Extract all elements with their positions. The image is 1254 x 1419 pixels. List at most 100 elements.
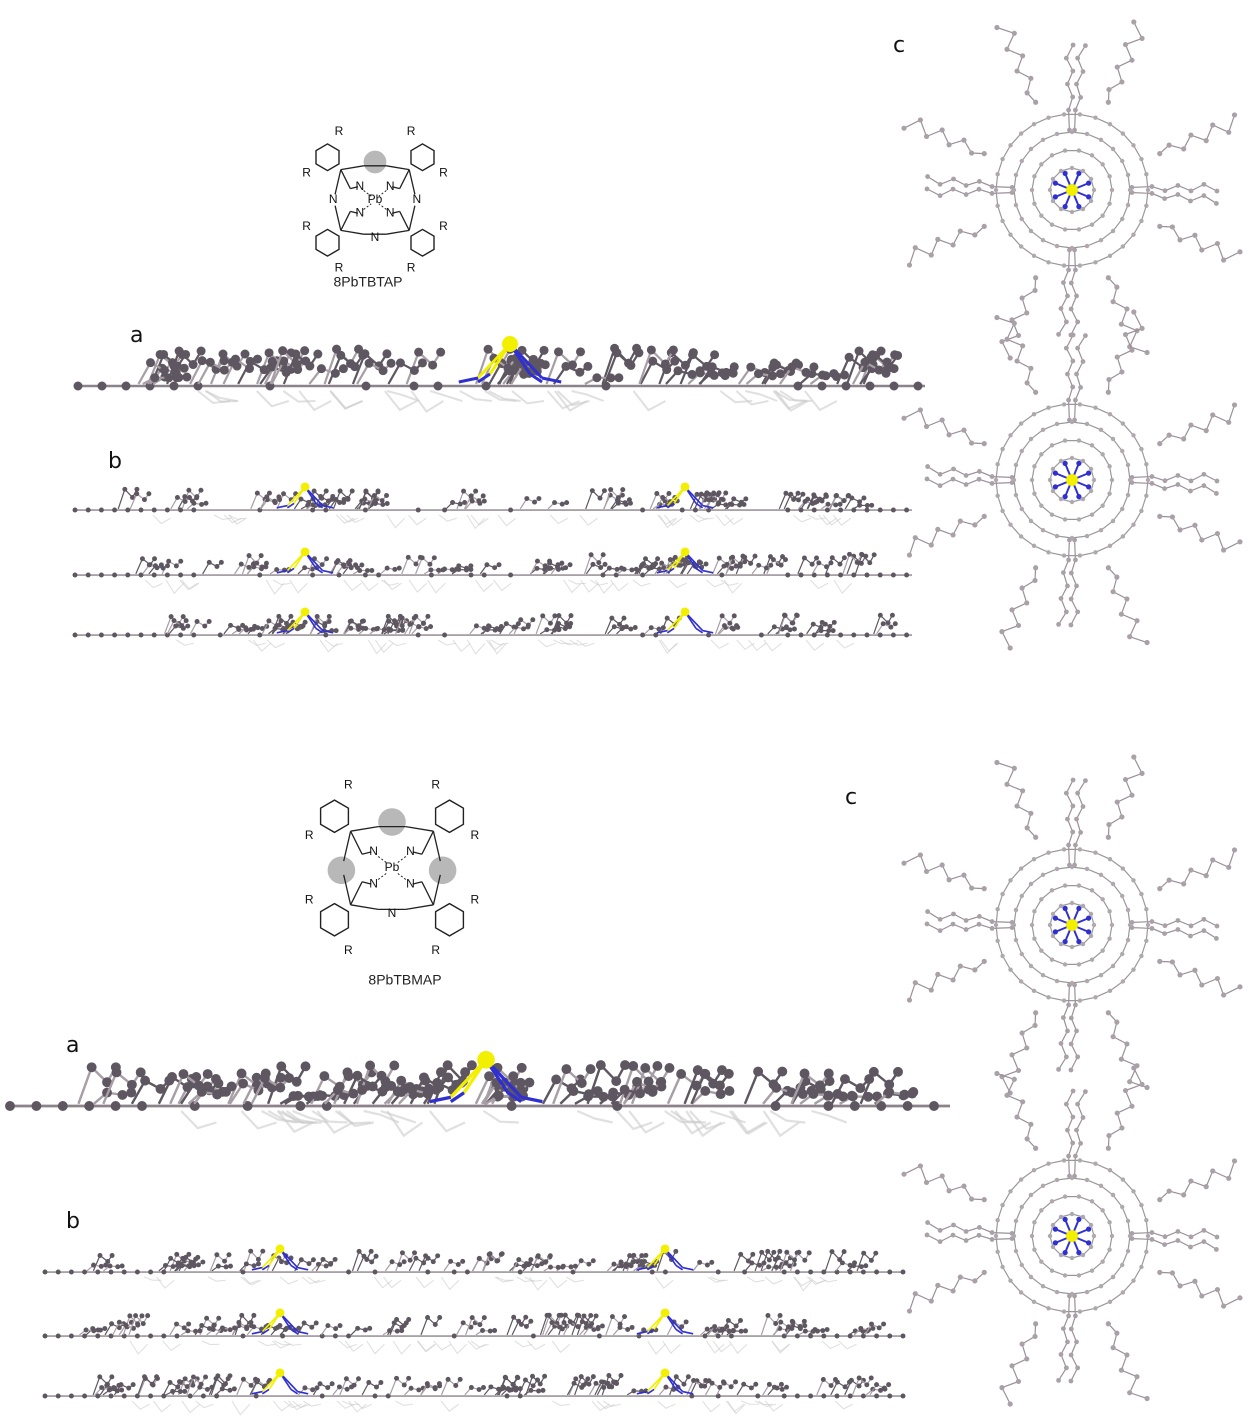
atom: [995, 204, 999, 208]
atom: [814, 555, 819, 560]
atom: [524, 1324, 529, 1329]
atom: [851, 633, 856, 638]
atom: [972, 1278, 977, 1283]
atom: [1070, 981, 1074, 985]
atom: [1124, 1352, 1129, 1357]
atom: [1170, 514, 1175, 519]
atom: [1157, 886, 1162, 891]
atom: [709, 1260, 714, 1265]
atom: [1144, 462, 1148, 466]
atom: [838, 502, 843, 507]
atom: [315, 1385, 320, 1390]
atom: [487, 1252, 492, 1257]
atom: [1008, 967, 1012, 971]
figure: a b c 8PbTBTAP a b c 8PbTBMAP RRRRRRRRNN…: [0, 0, 1254, 1419]
atom: [421, 1260, 426, 1265]
atom: [1065, 372, 1070, 377]
atom: [1070, 246, 1074, 250]
atom: [256, 1261, 261, 1266]
atom: [254, 1394, 259, 1399]
atom: [1050, 222, 1054, 226]
atom: [938, 1228, 943, 1233]
atom: [1059, 207, 1063, 211]
nitrogen-atom: [1086, 929, 1091, 934]
atom: [925, 909, 930, 914]
atom: [1019, 1177, 1023, 1181]
atom: [1176, 183, 1181, 188]
atom: [771, 557, 776, 562]
atom: [1093, 995, 1097, 999]
atom: [99, 508, 104, 513]
atom: [1059, 459, 1063, 463]
atom: [702, 362, 711, 371]
atom: [216, 1316, 221, 1321]
atom: [214, 1252, 219, 1257]
atom: [212, 1090, 222, 1100]
atom: [1090, 153, 1094, 157]
atom: [152, 556, 157, 561]
atom: [379, 366, 388, 375]
atom: [1157, 1197, 1162, 1202]
atom: [150, 1382, 155, 1387]
atom: [1051, 1223, 1055, 1227]
atom: [717, 1065, 727, 1075]
atom: [246, 357, 255, 366]
atom: [1215, 241, 1220, 246]
atom: [1150, 474, 1155, 479]
atom: [497, 562, 502, 567]
atom: [1093, 1162, 1097, 1166]
atom: [1100, 1208, 1104, 1212]
atom: [1111, 882, 1115, 886]
atom: [719, 573, 724, 578]
atom: [1188, 867, 1193, 872]
atom: [1108, 857, 1112, 861]
atom: [1014, 1219, 1018, 1223]
atom: [1008, 143, 1012, 147]
atom: [759, 1250, 764, 1255]
atom: [1020, 1030, 1025, 1035]
atom: [1033, 565, 1038, 570]
atom: [835, 1380, 840, 1385]
atom: [961, 1184, 966, 1189]
atom: [1144, 172, 1148, 176]
atom: [1050, 1199, 1054, 1203]
atom: [1051, 489, 1055, 493]
atom: [1064, 791, 1069, 796]
atom: [865, 573, 870, 578]
atom: [1062, 847, 1066, 851]
atom: [424, 626, 429, 631]
atom: [586, 1262, 591, 1267]
meso-nitrogen-label: N: [412, 192, 421, 206]
atom: [1110, 188, 1114, 192]
atom: [796, 491, 801, 496]
atom: [1041, 973, 1045, 977]
atom: [977, 914, 982, 919]
atom: [925, 1220, 930, 1225]
atom: [1066, 1154, 1071, 1159]
atom: [573, 1264, 578, 1269]
atom: [530, 1374, 535, 1379]
atom: [1108, 1300, 1112, 1304]
atom: [708, 1079, 718, 1089]
atom: [437, 1315, 442, 1320]
lead-atom: [301, 608, 310, 617]
atom: [1046, 1162, 1050, 1166]
atom: [995, 939, 999, 943]
atom: [838, 562, 843, 567]
atom: [808, 1394, 813, 1399]
atom: [1126, 1249, 1130, 1253]
atom: [1070, 420, 1074, 424]
atom: [891, 573, 896, 578]
atom: [1146, 1234, 1150, 1238]
atom: [1085, 422, 1089, 426]
atom: [385, 501, 390, 506]
atom: [958, 1275, 963, 1280]
atom: [811, 622, 816, 627]
atom: [406, 1376, 411, 1381]
atom: [826, 502, 831, 507]
atom: [734, 1324, 739, 1329]
atom: [795, 613, 800, 618]
atom: [1009, 1052, 1014, 1057]
atom: [139, 633, 144, 638]
atom: [1070, 1176, 1074, 1180]
